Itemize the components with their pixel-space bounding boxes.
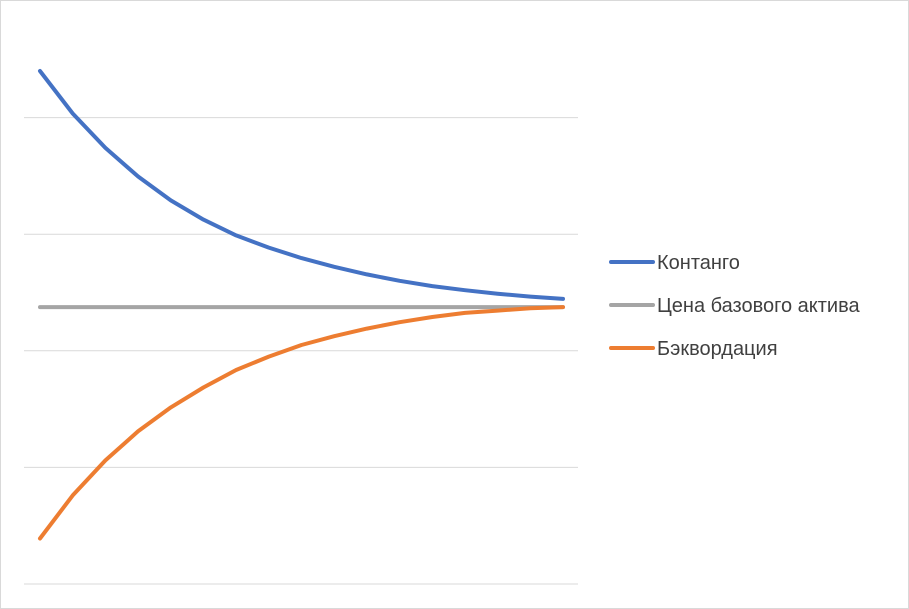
legend-label-0: Контанго [657, 252, 740, 274]
gridlines [24, 117, 578, 585]
legend: Контанго Цена базового актива Бэквордация [609, 252, 860, 360]
series-line-0 [38, 69, 565, 301]
series-line-2 [38, 305, 565, 541]
legend-label-2: Бэквордация [657, 338, 778, 360]
series-lines [38, 69, 565, 541]
legend-label-1: Цена базового актива [657, 295, 860, 317]
